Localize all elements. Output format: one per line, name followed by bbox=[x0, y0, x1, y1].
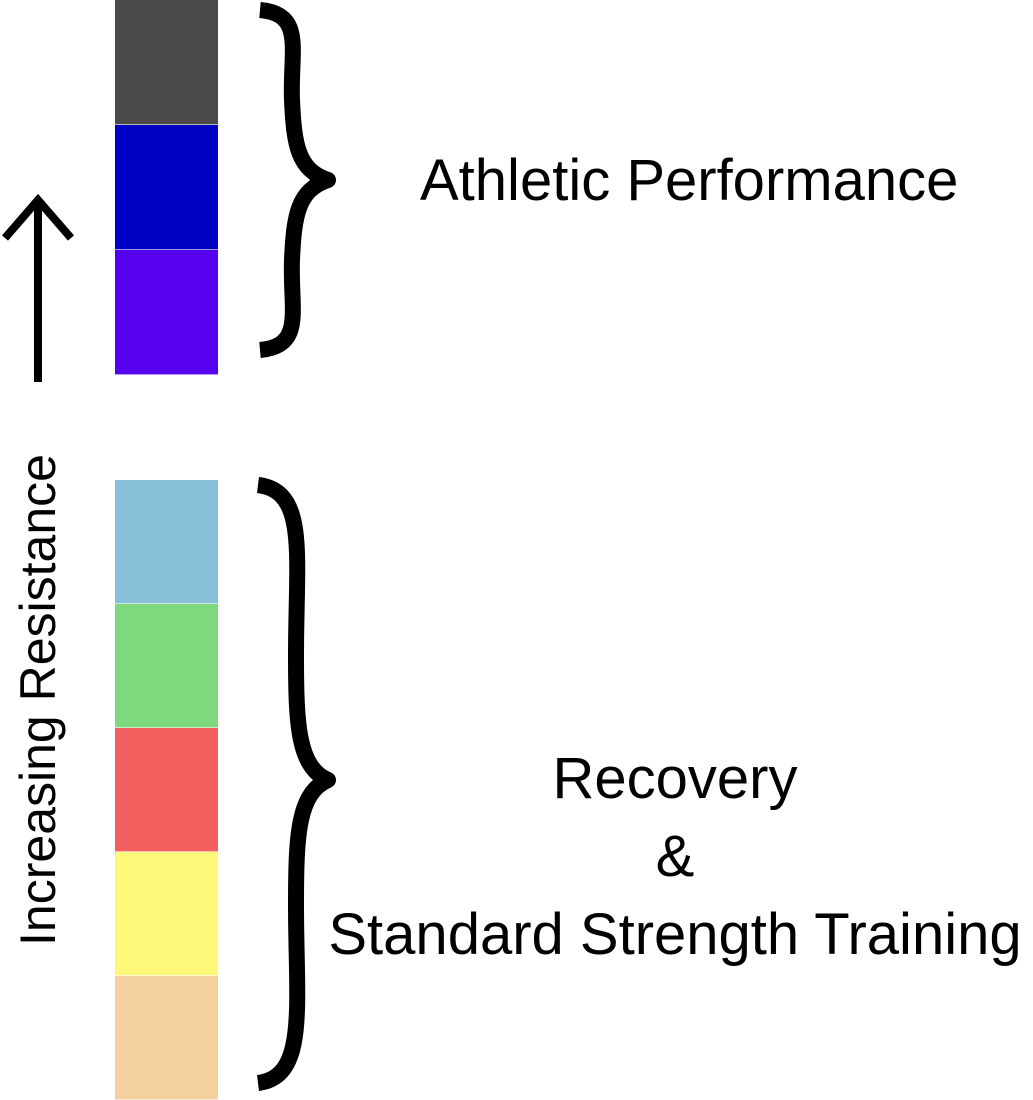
curly-brace-top-icon bbox=[258, 2, 336, 358]
color-swatch bbox=[115, 852, 218, 976]
color-swatch bbox=[115, 250, 218, 375]
color-swatch bbox=[115, 480, 218, 604]
color-swatch bbox=[115, 728, 218, 852]
group-label-line: Recovery bbox=[552, 746, 798, 811]
up-arrow-icon bbox=[1, 193, 75, 382]
axis-label: Increasing Resistance bbox=[10, 454, 66, 946]
color-stack-top bbox=[115, 0, 218, 375]
group-label-athletic-performance: Athletic Performance bbox=[420, 152, 958, 210]
color-swatch bbox=[115, 125, 218, 250]
color-swatch bbox=[115, 976, 218, 1100]
group-label-line: Standard Strength Training bbox=[328, 902, 1022, 967]
color-swatch bbox=[115, 604, 218, 728]
color-stack-bottom bbox=[115, 480, 218, 1100]
curly-brace-bottom-icon bbox=[256, 477, 336, 1091]
color-swatch bbox=[115, 0, 218, 125]
group-label-line: & bbox=[655, 824, 695, 889]
group-label-line: Athletic Performance bbox=[420, 148, 959, 213]
group-label-recovery-strength: Recovery & Standard Strength Training bbox=[320, 740, 1030, 974]
